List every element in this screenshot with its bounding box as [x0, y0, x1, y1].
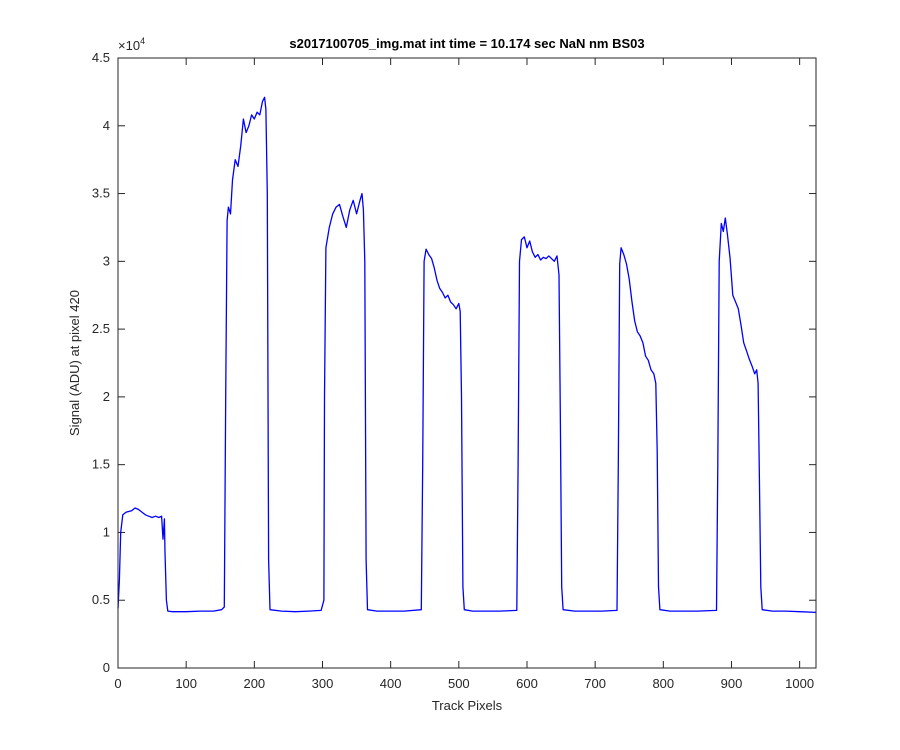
plot-area: [118, 58, 816, 668]
x-tick-label: 400: [380, 676, 402, 691]
x-tick-label: 700: [584, 676, 606, 691]
y-tick-label: 3: [103, 253, 110, 268]
x-tick-label: 0: [114, 676, 121, 691]
y-tick-label: 0.5: [92, 592, 110, 607]
chart-title: s2017100705_img.mat int time = 10.174 se…: [289, 36, 644, 51]
x-tick-label: 600: [516, 676, 538, 691]
x-tick-label: 200: [243, 676, 265, 691]
y-tick-label: 1: [103, 524, 110, 539]
y-tick-label: 3.5: [92, 186, 110, 201]
y-axis-label: Signal (ADU) at pixel 420: [67, 290, 82, 436]
y-axis-multiplier: ×104: [118, 36, 145, 53]
y-tick-label: 4.5: [92, 50, 110, 65]
y-tick-label: 4: [103, 118, 110, 133]
y-tick-label: 2.5: [92, 321, 110, 336]
y-tick-label: 1.5: [92, 457, 110, 472]
x-axis-label: Track Pixels: [432, 698, 503, 713]
y-axis-ticks: 0 0.5 1 1.5 2 2.5 3 3.5 4 4.5: [92, 50, 816, 675]
x-tick-label: 100: [175, 676, 197, 691]
plot-frame: [117, 57, 817, 669]
signal-series-line: [117, 96, 817, 614]
x-tick-label: 500: [448, 676, 470, 691]
y-tick-label: 0: [103, 660, 110, 675]
x-tick-label: 900: [721, 676, 743, 691]
x-axis-ticks: 0 100 200 300 400 500 600 700 800 900 1000: [114, 58, 814, 691]
y-tick-label: 2: [103, 389, 110, 404]
x-tick-label: 1000: [785, 676, 814, 691]
x-tick-label: 800: [652, 676, 674, 691]
x-tick-label: 300: [312, 676, 334, 691]
